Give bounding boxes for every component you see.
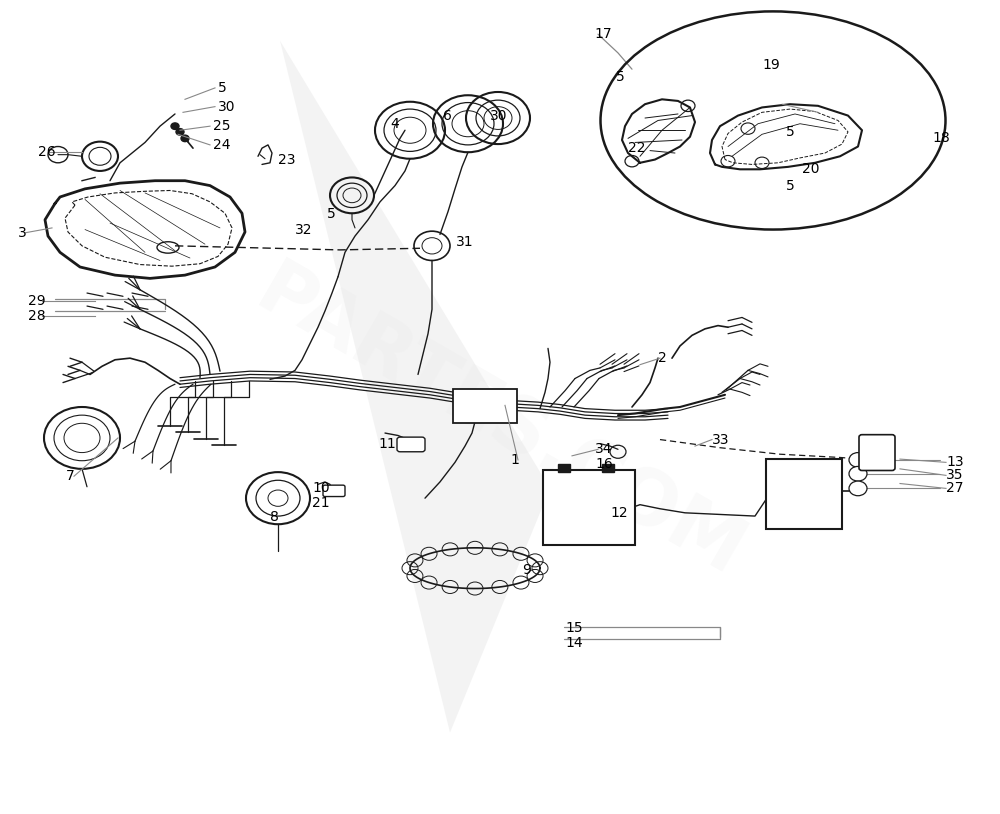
Text: 10: 10	[312, 481, 330, 496]
Text: 16: 16	[595, 457, 613, 471]
Circle shape	[181, 135, 189, 142]
Circle shape	[849, 481, 867, 496]
Text: 35: 35	[946, 468, 964, 483]
Text: 18: 18	[932, 131, 950, 146]
Text: 5: 5	[616, 70, 625, 85]
Text: 28: 28	[28, 309, 46, 323]
Text: 5: 5	[786, 178, 795, 193]
Text: 19: 19	[762, 58, 780, 72]
Text: 2: 2	[658, 351, 667, 365]
Circle shape	[176, 129, 184, 135]
Text: 29: 29	[28, 294, 46, 309]
FancyBboxPatch shape	[543, 470, 635, 545]
Text: 12: 12	[610, 505, 628, 520]
Text: 30: 30	[218, 99, 236, 114]
Text: 17: 17	[594, 27, 612, 42]
FancyBboxPatch shape	[323, 485, 345, 497]
Text: 25: 25	[213, 119, 230, 133]
FancyBboxPatch shape	[859, 435, 895, 470]
Text: 8: 8	[270, 510, 279, 524]
Text: 33: 33	[712, 432, 730, 447]
Text: 1: 1	[510, 453, 519, 467]
Text: 4: 4	[390, 116, 399, 131]
Text: 23: 23	[278, 152, 296, 167]
Text: 20: 20	[802, 162, 820, 177]
Polygon shape	[280, 41, 550, 733]
Text: PARTES.COM: PARTES.COM	[244, 254, 756, 593]
Text: 24: 24	[213, 138, 230, 152]
Text: 13: 13	[946, 455, 964, 470]
Text: 3: 3	[18, 225, 27, 240]
Text: 15: 15	[565, 621, 583, 636]
Text: 14: 14	[565, 636, 583, 650]
Text: 5: 5	[218, 81, 227, 95]
Text: 9: 9	[522, 562, 531, 577]
Text: 26: 26	[38, 145, 56, 160]
Text: 22: 22	[628, 141, 646, 155]
Text: 31: 31	[456, 234, 474, 249]
Text: 27: 27	[946, 481, 964, 496]
Circle shape	[849, 466, 867, 481]
Text: 6: 6	[443, 109, 452, 124]
Text: 30: 30	[490, 109, 508, 124]
Text: 7: 7	[66, 469, 75, 484]
Text: 5: 5	[327, 207, 336, 221]
Text: 34: 34	[595, 442, 612, 457]
FancyBboxPatch shape	[397, 437, 425, 452]
FancyBboxPatch shape	[558, 464, 570, 472]
Circle shape	[849, 453, 867, 467]
FancyBboxPatch shape	[453, 389, 517, 423]
Text: 32: 32	[295, 223, 312, 238]
FancyBboxPatch shape	[602, 464, 614, 472]
Circle shape	[171, 123, 179, 129]
FancyBboxPatch shape	[766, 459, 842, 529]
Circle shape	[44, 407, 120, 469]
Text: 5: 5	[786, 125, 795, 139]
Text: 11: 11	[378, 436, 396, 451]
Text: 21: 21	[312, 496, 330, 510]
